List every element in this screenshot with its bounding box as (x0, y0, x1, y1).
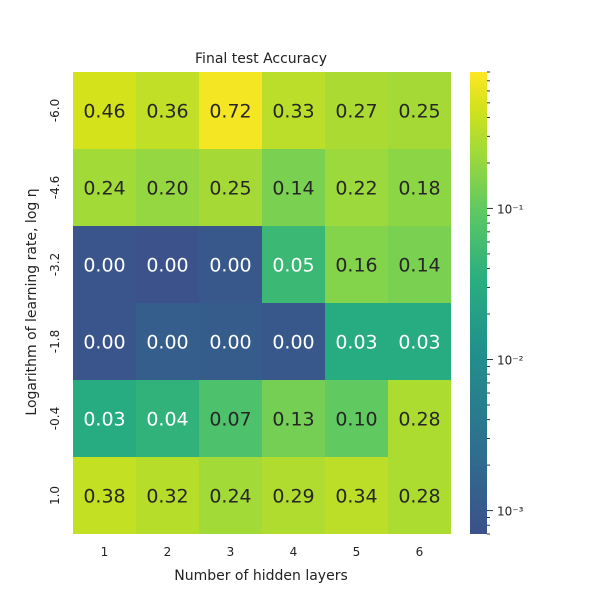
cell-value-label: 0.00 (83, 255, 125, 277)
y-tick-label: -6.0 (48, 99, 62, 122)
heatmap-cell (73, 149, 136, 226)
heatmap-cell (73, 380, 136, 457)
heatmap-cell (262, 226, 325, 303)
heatmap-cell (325, 149, 388, 226)
heatmap-cell (73, 226, 136, 303)
heatmap-cell (388, 380, 451, 457)
cell-value-label: 0.46 (83, 101, 125, 123)
cell-value-label: 0.20 (146, 178, 188, 200)
cell-value-label: 0.03 (335, 332, 377, 354)
heatmap-cell (199, 149, 262, 226)
heatmap-cell (388, 149, 451, 226)
heatmap-cell (136, 303, 199, 380)
chart-title: Final test Accuracy (195, 51, 327, 67)
heatmap-cell (136, 72, 199, 149)
cell-value-label: 0.00 (146, 255, 188, 277)
heatmap-cell (136, 226, 199, 303)
x-tick-label: 5 (353, 545, 361, 559)
cell-value-label: 0.38 (83, 486, 125, 508)
heatmap-cell (262, 457, 325, 534)
cell-value-label: 0.28 (398, 409, 440, 431)
heatmap-cell (199, 72, 262, 149)
heatmap-cell (199, 380, 262, 457)
cell-value-label: 0.13 (272, 409, 314, 431)
y-tick-label: -0.4 (48, 407, 62, 430)
heatmap-cell (262, 149, 325, 226)
cell-value-label: 0.03 (398, 332, 440, 354)
cell-value-label: 0.34 (335, 486, 377, 508)
colorbar-tick-label: 10⁻¹ (497, 202, 524, 216)
cell-value-label: 0.32 (146, 486, 188, 508)
cell-value-label: 0.00 (83, 332, 125, 354)
cell-value-label: 0.00 (209, 255, 251, 277)
y-tick-label: 1.0 (48, 486, 62, 505)
heatmap-cell (136, 149, 199, 226)
cell-value-label: 0.00 (146, 332, 188, 354)
cell-value-label: 0.00 (272, 332, 314, 354)
heatmap-cell (325, 303, 388, 380)
cell-value-label: 0.72 (209, 101, 251, 123)
y-tick-labels: -6.0 -4.6 -3.2 -1.8 -0.4 1.0 (48, 99, 62, 505)
heatmap-cells: 0.46 0.36 0.72 0.33 0.27 0.25 0.24 0.20 0.25 0.14… (73, 72, 451, 534)
cell-value-label: 0.24 (209, 486, 251, 508)
cell-value-label: 0.36 (146, 101, 188, 123)
y-tick-label: -4.6 (48, 176, 62, 199)
x-tick-label: 4 (290, 545, 298, 559)
heatmap-cell (73, 303, 136, 380)
colorbar-tick-label: 10⁻² (497, 354, 524, 368)
heatmap-cell (388, 72, 451, 149)
y-tick-label: -3.2 (48, 253, 62, 276)
heatmap-cell (73, 457, 136, 534)
cell-value-label: 0.33 (272, 101, 314, 123)
heatmap-cell (388, 457, 451, 534)
colorbar: 10⁻³ 10⁻² 10⁻¹ (470, 71, 524, 535)
y-axis-label: Logarithm of learning rate, log η (24, 188, 40, 415)
cell-value-label: 0.03 (83, 409, 125, 431)
cell-value-label: 0.25 (209, 178, 251, 200)
colorbar-gradient (470, 72, 487, 534)
x-tick-label: 6 (416, 545, 424, 559)
y-tick-label: -1.8 (48, 330, 62, 353)
heatmap-cell (325, 380, 388, 457)
cell-value-label: 0.18 (398, 178, 440, 200)
colorbar-tick-label: 10⁻³ (497, 505, 524, 519)
heatmap-cell (262, 72, 325, 149)
cell-value-label: 0.14 (398, 255, 440, 277)
heatmap-cell (262, 303, 325, 380)
cell-value-label: 0.00 (209, 332, 251, 354)
heatmap-cell (199, 226, 262, 303)
x-axis-label: Number of hidden layers (174, 568, 348, 584)
heatmap-cell (388, 303, 451, 380)
x-tick-label: 1 (101, 545, 109, 559)
x-tick-label: 3 (227, 545, 235, 559)
cell-value-label: 0.07 (209, 409, 251, 431)
x-tick-label: 2 (164, 545, 172, 559)
cell-value-label: 0.14 (272, 178, 314, 200)
heatmap-cell (136, 457, 199, 534)
heatmap-cell (262, 380, 325, 457)
heatmap-cell (388, 226, 451, 303)
heatmap-cell (325, 226, 388, 303)
heatmap-cell (325, 72, 388, 149)
cell-value-label: 0.16 (335, 255, 377, 277)
heatmap-cell (73, 72, 136, 149)
cell-value-label: 0.05 (272, 255, 314, 277)
heatmap-cell (199, 457, 262, 534)
colorbar-ticks: 10⁻³ 10⁻² 10⁻¹ (487, 71, 524, 535)
heatmap-cell (199, 303, 262, 380)
heatmap-cell (325, 457, 388, 534)
cell-value-label: 0.28 (398, 486, 440, 508)
cell-value-label: 0.10 (335, 409, 377, 431)
cell-value-label: 0.27 (335, 101, 377, 123)
cell-value-label: 0.22 (335, 178, 377, 200)
cell-value-label: 0.25 (398, 101, 440, 123)
cell-value-label: 0.29 (272, 486, 314, 508)
cell-value-label: 0.04 (146, 409, 188, 431)
heatmap-cell (136, 380, 199, 457)
cell-value-label: 0.24 (83, 178, 125, 200)
x-tick-labels: 1 2 3 4 5 6 (101, 545, 424, 559)
